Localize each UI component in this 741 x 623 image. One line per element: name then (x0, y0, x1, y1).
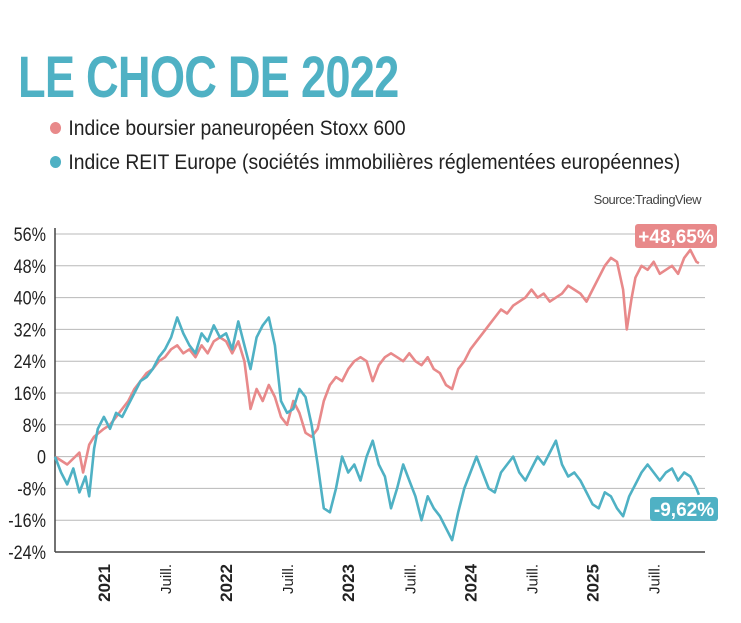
x-tick-label: Juill. (402, 564, 419, 594)
x-tick-label: 2024 (461, 563, 480, 601)
x-tick-label: Juill. (158, 564, 175, 594)
end-label-reit: -9,62% (654, 500, 714, 521)
source-note: Source:TradingView (593, 192, 702, 207)
series-line-stoxx (54, 248, 700, 474)
y-tick-label: 40% (14, 287, 47, 309)
legend-label-reit: Indice REIT Europe (sociétés immobilière… (68, 151, 681, 174)
legend-dot-stoxx (50, 122, 62, 134)
end-label-stoxx: +48,65% (638, 227, 714, 248)
x-tick-label: Juill. (647, 564, 664, 594)
x-tick-label: 2023 (339, 564, 358, 602)
y-tick-label: 8% (23, 415, 47, 437)
x-tick-label: Juill. (280, 564, 297, 594)
legend-dot-reit (50, 156, 62, 168)
legend-label-stoxx: Indice boursier paneuropéen Stoxx 600 (68, 117, 406, 140)
legend-item-stoxx: Indice boursier paneuropéen Stoxx 600 (50, 117, 406, 141)
legend-item-reit: Indice REIT Europe (sociétés immobilière… (50, 151, 680, 175)
x-tick-label: 2021 (95, 564, 114, 602)
end-label-box-reit (650, 497, 718, 521)
y-tick-label: -8% (17, 478, 46, 500)
y-tick-label: 56% (14, 224, 47, 246)
y-tick-label: -16% (8, 510, 46, 532)
y-tick-label: 24% (14, 351, 47, 373)
y-tick-label: -24% (8, 542, 46, 564)
y-tick-label: 0 (37, 446, 46, 468)
x-tick-label: 2022 (217, 564, 236, 602)
x-tick-label: 2025 (584, 564, 603, 602)
chart-title: LE CHOC DE 2022 (18, 45, 399, 110)
y-tick-label: 16% (14, 383, 47, 405)
x-tick-label: Juill. (525, 564, 542, 594)
y-tick-label: 48% (14, 256, 47, 278)
series-line-reit (53, 316, 701, 542)
y-tick-label: 32% (14, 319, 47, 341)
end-label-box-stoxx (635, 224, 717, 248)
